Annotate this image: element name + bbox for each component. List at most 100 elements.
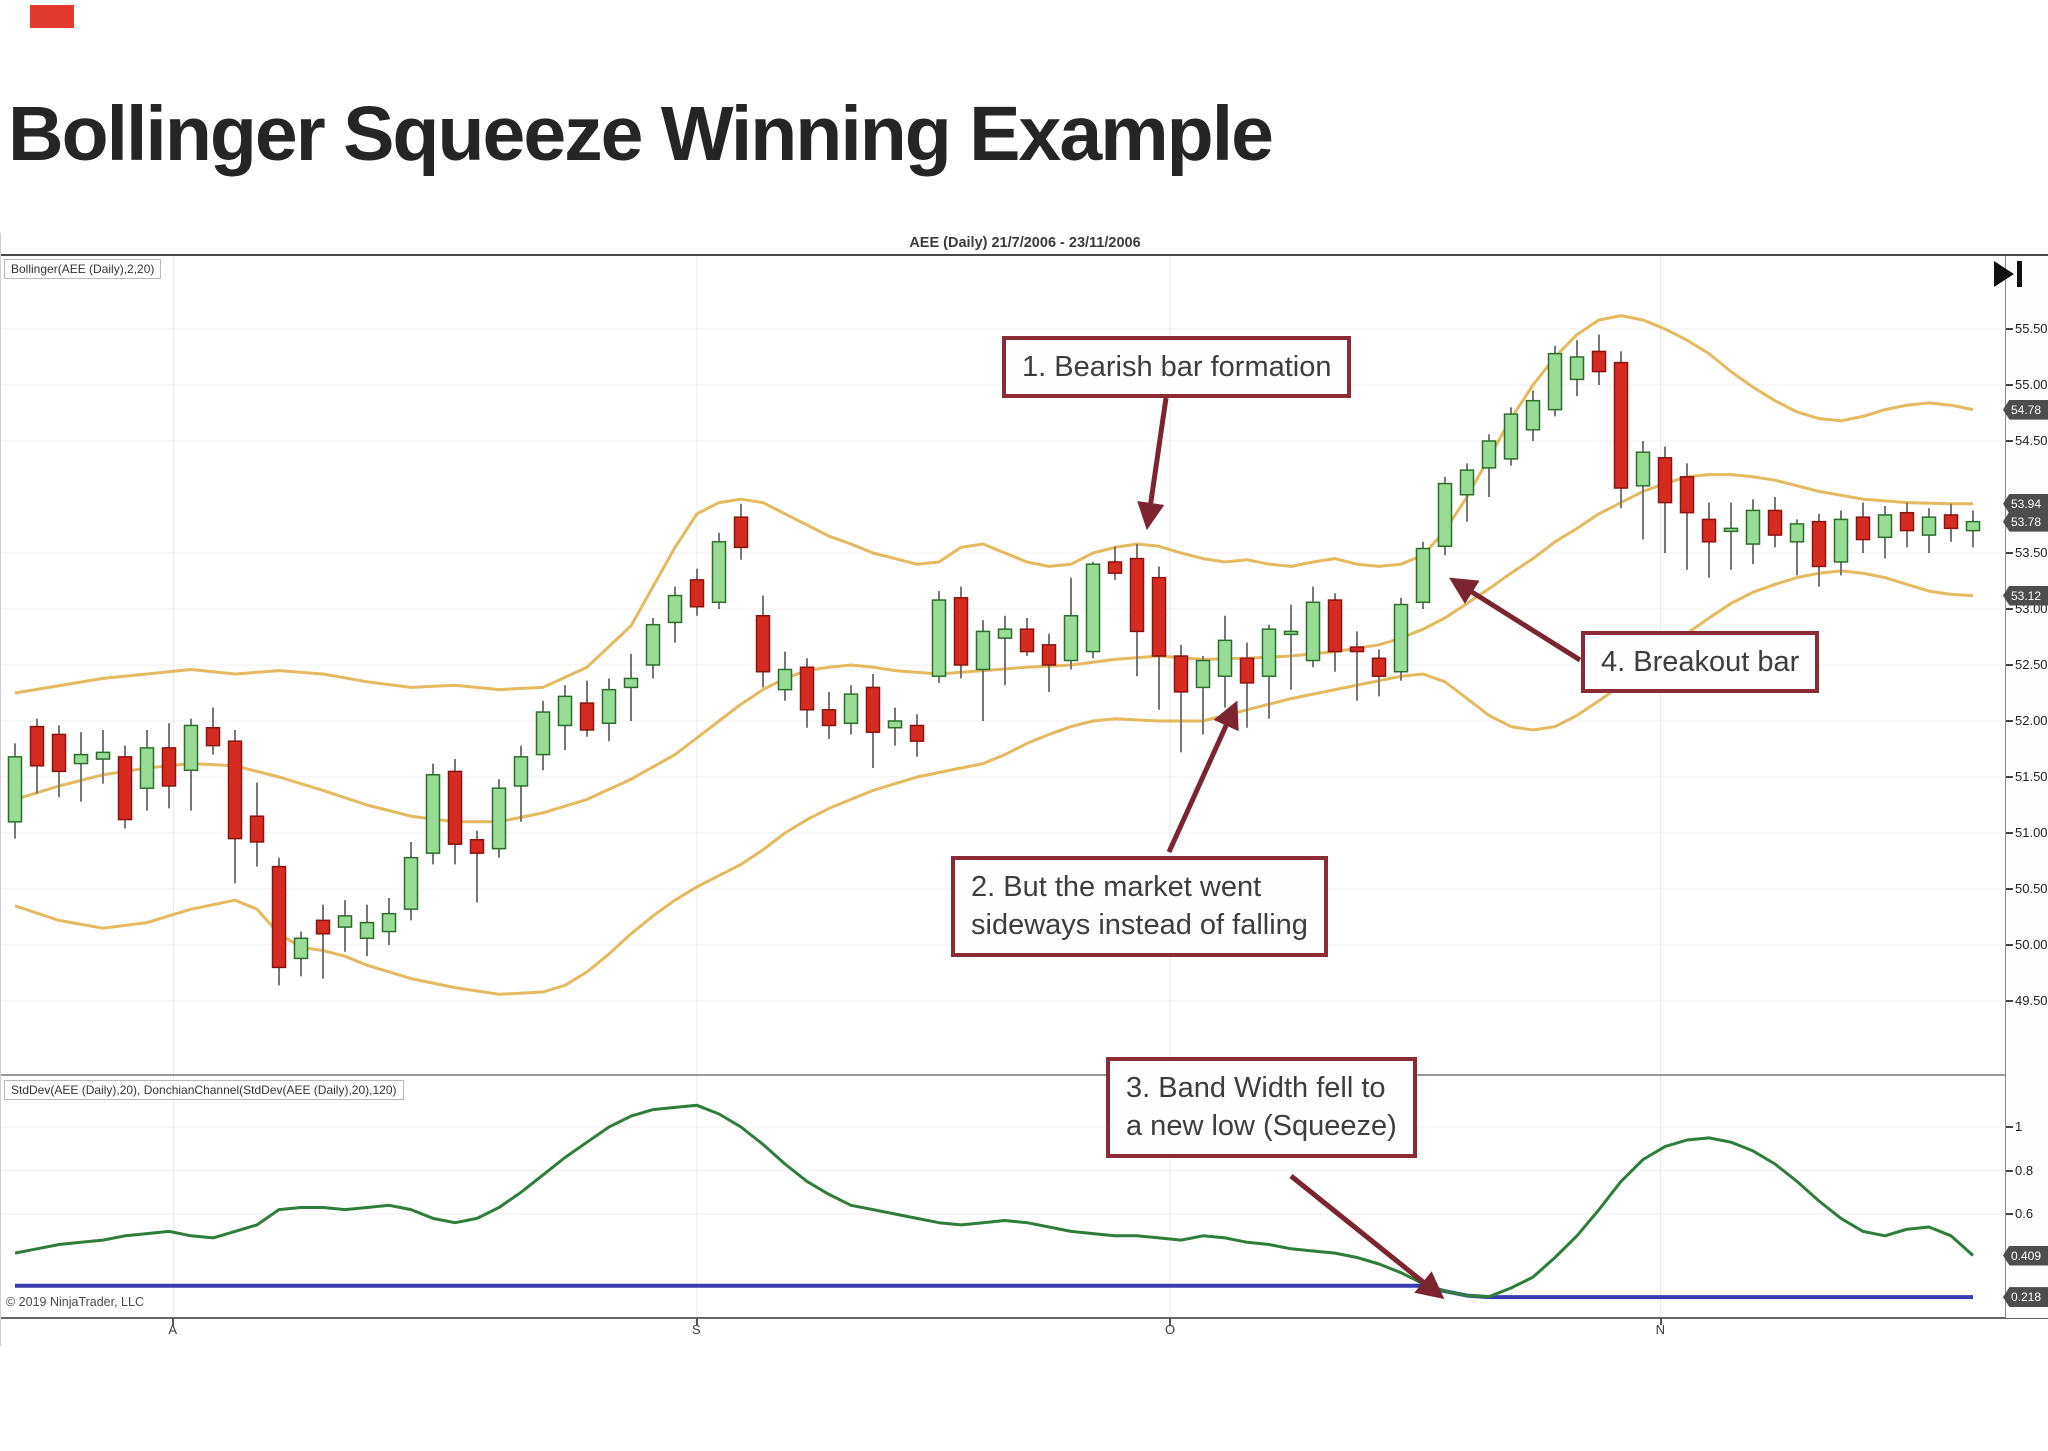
- playback-icon: [1994, 261, 2022, 287]
- candle-body: [1657, 457, 1673, 504]
- annotation-arrow-4: [1449, 577, 1582, 663]
- candle-body: [403, 856, 419, 910]
- candle-body: [1217, 639, 1233, 677]
- month-tick-mark: [696, 1318, 698, 1325]
- candle-body: [1811, 520, 1827, 568]
- price-axis-tick-label: 51.00: [2015, 825, 2048, 840]
- candle-body: [1569, 356, 1585, 381]
- price-axis-tick-mark: [2006, 328, 2013, 330]
- candle-body: [425, 774, 441, 854]
- candle-body: [1635, 451, 1651, 487]
- candle-body: [1349, 646, 1365, 653]
- month-tick-label: N: [1655, 1322, 1665, 1337]
- page-title: Bollinger Squeeze Winning Example: [8, 90, 1274, 177]
- candle-body: [1921, 516, 1937, 536]
- price-panel-indicator-label: Bollinger(AEE (Daily),2,20): [4, 259, 162, 279]
- price-axis-tick-label: 53.50: [2015, 545, 2048, 560]
- candle-body: [799, 666, 815, 711]
- candle-body: [733, 516, 749, 549]
- month-tick-label: S: [692, 1322, 701, 1337]
- trading-chart: AEE (Daily) 21/7/2006 - 23/11/2006 Bolli…: [0, 233, 2048, 1346]
- candle-body: [1877, 514, 1893, 539]
- price-axis-badge: 53.12: [2003, 585, 2048, 606]
- candle-body: [1041, 644, 1057, 666]
- candle-body: [579, 702, 595, 731]
- lower-axis-badge: 0.218: [2003, 1287, 2048, 1308]
- candle-body: [975, 630, 991, 671]
- candle-body: [1613, 361, 1629, 489]
- price-axis-tick-mark: [2006, 552, 2013, 554]
- candle-body: [293, 937, 309, 960]
- candle-body: [183, 724, 199, 772]
- bollinger-lower-band: [14, 569, 1974, 996]
- price-axis-tick-label: 50.50: [2015, 881, 2048, 896]
- candle-body: [337, 915, 353, 928]
- candle-body: [1107, 561, 1123, 574]
- candle-body: [1767, 509, 1783, 536]
- candle-body: [1701, 518, 1717, 543]
- annotation-box-2: 2. But the market went sideways instead …: [951, 856, 1328, 957]
- chart-canvas: [1, 256, 2048, 1319]
- candle-body: [1063, 614, 1079, 662]
- candle-body: [1129, 557, 1145, 633]
- candle-body: [535, 711, 551, 756]
- candle-body: [1019, 628, 1035, 653]
- candle-body: [1789, 523, 1805, 543]
- candle-body: [227, 740, 243, 840]
- month-tick-mark: [172, 1318, 175, 1325]
- lower-panel-indicator-label: StdDev(AEE (Daily),20), DonchianChannel(…: [4, 1080, 404, 1100]
- candle-body: [1855, 516, 1871, 541]
- price-axis-tick-label: 50.00: [2015, 937, 2048, 952]
- candle-body: [51, 733, 67, 773]
- price-axis-badge: 53.78: [2003, 511, 2048, 532]
- chart-title: AEE (Daily) 21/7/2006 - 23/11/2006: [1, 233, 2048, 256]
- candle-body: [1745, 509, 1761, 545]
- price-axis-tick-label: 55.00: [2015, 377, 2048, 392]
- candle-body: [689, 579, 705, 608]
- candle-body: [1195, 659, 1211, 689]
- copyright-text: © 2019 NinjaTrader, LLC: [6, 1295, 144, 1309]
- candle-body: [865, 686, 881, 733]
- annotation-arrow-2: [1166, 700, 1239, 854]
- candle-body: [1393, 603, 1409, 673]
- candle-body: [1525, 399, 1541, 431]
- candle-body: [1503, 413, 1519, 460]
- price-axis-badge: 53.94: [2003, 493, 2048, 514]
- candle-body: [887, 720, 903, 729]
- candle-body: [1415, 547, 1431, 604]
- price-axis-tick-label: 49.50: [2015, 993, 2048, 1008]
- candle-body: [359, 921, 375, 940]
- candle-body: [1327, 599, 1343, 653]
- candle-body: [1085, 563, 1101, 653]
- candle-body: [1437, 482, 1453, 548]
- candle-body: [909, 724, 925, 742]
- candle-body: [1305, 601, 1321, 662]
- candle-body: [601, 688, 617, 724]
- price-axis-strip: [2005, 254, 2048, 1318]
- candle-body: [1833, 518, 1849, 563]
- price-axis-tick-label: 52.00: [2015, 713, 2048, 728]
- candle-body: [1481, 440, 1497, 469]
- candle-body: [1943, 514, 1959, 530]
- candle-body: [931, 599, 947, 677]
- lower-axis-tick-label: 0.6: [2015, 1206, 2034, 1221]
- candle-body: [381, 912, 397, 933]
- play-bar-icon: [2017, 261, 2022, 287]
- candle-body: [821, 709, 837, 727]
- price-axis-tick-mark: [2006, 776, 2013, 778]
- candle-body: [1899, 511, 1915, 532]
- candle-body: [513, 756, 529, 787]
- stddev-line: [14, 1103, 1975, 1299]
- candle-body: [447, 770, 463, 845]
- lower-axis-badge: 0.409: [2003, 1245, 2048, 1266]
- price-axis-tick-mark: [2006, 1000, 2013, 1002]
- price-axis-tick-mark: [2006, 608, 2013, 610]
- price-axis-badge: 54.78: [2003, 399, 2048, 420]
- candle-body: [1151, 576, 1167, 657]
- price-axis-tick-label: 54.50: [2015, 433, 2048, 448]
- price-axis-tick-mark: [2006, 664, 2013, 666]
- candle-body: [271, 865, 287, 969]
- candle-body: [997, 628, 1013, 639]
- candle-body: [1239, 657, 1255, 684]
- candle-body: [1679, 476, 1695, 514]
